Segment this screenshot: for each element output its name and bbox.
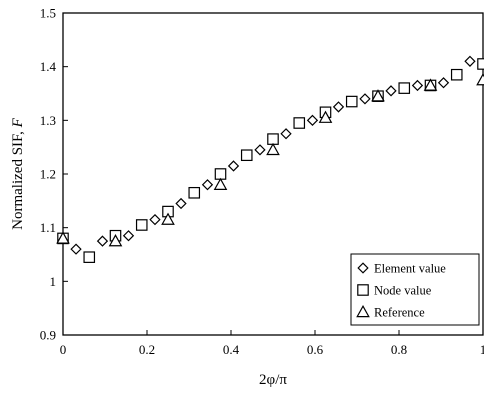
x-tick-label: 0.6	[307, 342, 324, 357]
diamond-data-point	[201, 179, 214, 191]
triangle-data-point	[161, 212, 175, 225]
diamond-data-point	[254, 144, 266, 156]
diamond-data-point	[385, 85, 397, 97]
legend-square-marker	[357, 284, 369, 296]
y-tick-label: 1.1	[40, 220, 56, 235]
triangle-data-point	[108, 234, 123, 247]
diamond-data-point	[227, 160, 240, 172]
y-axis-title: Normalized SIF, F	[10, 117, 26, 230]
y-tick-label: 1	[50, 274, 57, 289]
legend-box	[350, 253, 480, 326]
triangle-data-point	[318, 110, 333, 123]
legend-triangle-marker	[356, 304, 370, 318]
square-data-point	[214, 168, 227, 180]
diamond-data-point	[437, 77, 450, 89]
legend: Element value Node value Reference	[350, 253, 480, 326]
diamond-data-point	[149, 213, 161, 226]
legend-label: Element value	[374, 262, 446, 276]
y-tick-label: 1.4	[40, 59, 57, 74]
y-tick-label: 1.5	[40, 6, 56, 21]
triangle-data-point	[213, 177, 228, 190]
square-data-point	[135, 219, 148, 231]
x-tick-label: 0	[60, 342, 67, 357]
legend-label: Reference	[374, 306, 425, 320]
diamond-data-point	[280, 128, 292, 140]
y-tick-label: 1.3	[40, 113, 56, 128]
diamond-data-point	[306, 114, 319, 126]
square-data-point	[267, 133, 279, 145]
y-axis-title-symbol: F	[10, 117, 26, 128]
square-data-point	[450, 68, 463, 81]
y-tick-label: 1.2	[40, 167, 56, 182]
diamond-data-point	[96, 235, 109, 247]
legend-label: Node value	[374, 284, 432, 298]
y-tick-label: 0.9	[40, 328, 56, 343]
x-tick-label: 0.4	[223, 342, 240, 357]
triangle-data-point	[476, 73, 484, 86]
square-data-point	[477, 58, 484, 70]
x-tick-label: 1	[480, 342, 484, 357]
square-data-point	[293, 117, 306, 129]
square-data-point	[83, 251, 96, 263]
diamond-data-point	[70, 243, 82, 255]
axis-ticks: 0 0.2 0.4 0.6 0.8 1 0.9 1 1.1 1.2 1.3 1.4 1.5	[40, 6, 484, 358]
triangle-data-point	[423, 78, 438, 91]
legend-diamond-marker	[357, 262, 369, 274]
diamond-data-point	[332, 101, 345, 113]
legend-items: Element value Node value Reference	[356, 262, 446, 320]
triangle-data-point	[56, 231, 70, 244]
triangle-data-point	[371, 89, 385, 102]
x-tick-label: 0.8	[391, 342, 407, 357]
square-data-point	[240, 149, 253, 162]
x-axis-title: 2φ/π	[259, 372, 287, 388]
data-markers	[56, 55, 484, 263]
diamond-data-point	[122, 230, 135, 242]
square-data-point	[188, 186, 201, 199]
diamond-data-point	[359, 93, 371, 105]
triangle-data-point	[266, 142, 280, 156]
diamond-data-point	[175, 197, 187, 210]
square-data-point	[345, 95, 358, 108]
diamond-data-point	[464, 55, 476, 67]
square-data-point	[398, 82, 411, 94]
x-tick-label: 0.2	[139, 342, 155, 357]
diamond-data-point	[411, 79, 424, 92]
y-axis-title-main: Normalized SIF,	[10, 127, 26, 230]
